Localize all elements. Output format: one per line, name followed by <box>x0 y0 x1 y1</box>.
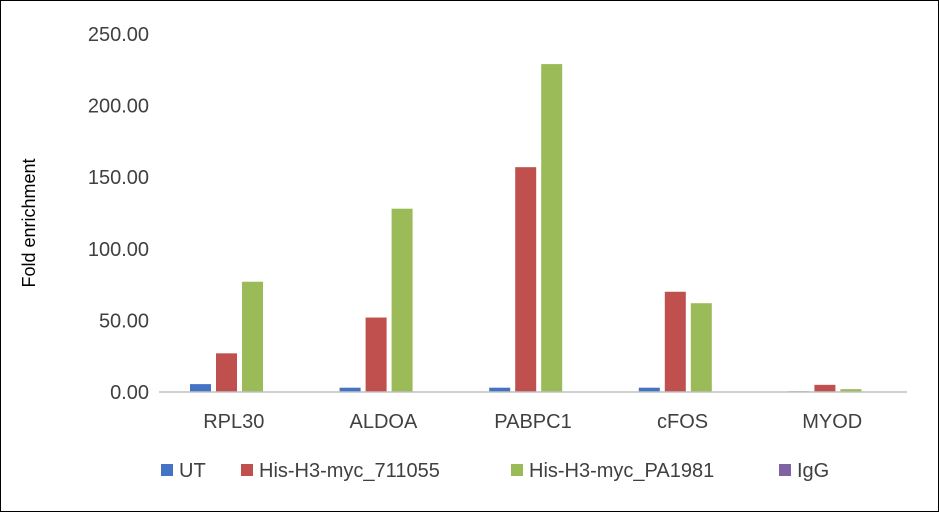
bar-rpl30-series-3 <box>242 281 263 392</box>
legend-swatch <box>241 464 253 476</box>
y-tick-label: 150.00 <box>88 167 149 189</box>
category-label: cFOS <box>657 411 708 433</box>
bar-myod-series-2 <box>814 384 836 392</box>
legend-label: IgG <box>797 460 829 482</box>
category-label: ALDOA <box>349 411 417 433</box>
legend-label: His-H3-myc_PA1981 <box>529 460 714 482</box>
y-tick-label: 100.00 <box>88 239 149 261</box>
y-tick-label: 200.00 <box>88 96 149 118</box>
legend-label: UT <box>179 460 206 482</box>
category-labels: RPL30 ALDOA PABPC1 cFOS MYOD <box>203 411 862 433</box>
bar-aldoa-series-2 <box>365 317 387 392</box>
bar-cfos-series-3 <box>690 303 712 392</box>
legend-swatch <box>779 464 791 476</box>
legend-label: His-H3-myc_711055 <box>259 460 440 482</box>
bar-rpl30-series-2 <box>216 353 237 392</box>
legend-swatch <box>511 464 523 476</box>
bar-myod-series-3 <box>840 389 862 392</box>
bar-pabpc1-series-2 <box>515 167 537 392</box>
y-axis-ticks: 0.00 50.00 100.00 150.00 200.00 250.00 <box>88 24 149 404</box>
bar-aldoa-series-1 <box>339 387 361 392</box>
bar-pabpc1-series-1 <box>489 387 511 392</box>
y-tick-label: 50.00 <box>99 310 149 332</box>
y-tick-label: 250.00 <box>88 24 149 46</box>
bars <box>190 64 888 393</box>
y-axis-title: Fold enrichment <box>19 158 39 287</box>
bar-rpl30-series-1 <box>190 384 211 392</box>
category-label: PABPC1 <box>494 411 571 433</box>
bar-pabpc1-series-3 <box>541 64 563 393</box>
bar-cfos-series-2 <box>664 291 686 392</box>
bar-cfos-series-1 <box>638 387 660 392</box>
legend: UT His-H3-myc_711055 His-H3-myc_PA1981 IgG <box>161 460 829 482</box>
legend-swatch <box>161 464 173 476</box>
bar-aldoa-series-3 <box>391 208 413 392</box>
category-label: MYOD <box>802 411 862 433</box>
y-tick-label: 0.00 <box>110 382 149 404</box>
category-label: RPL30 <box>203 411 264 433</box>
